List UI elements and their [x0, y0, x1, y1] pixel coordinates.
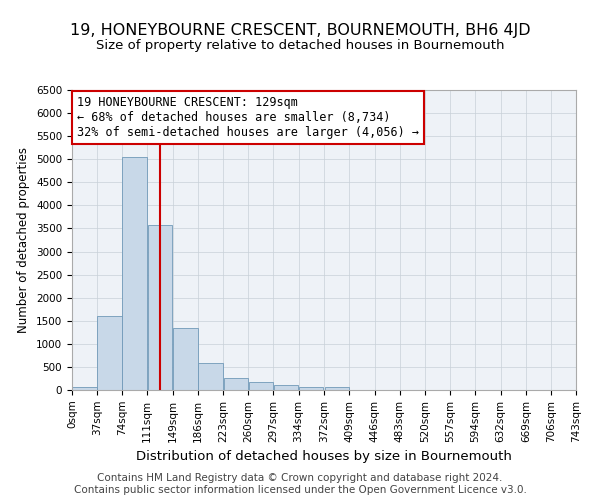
Bar: [173, 328, 198, 390]
Bar: [224, 378, 248, 390]
Text: 19, HONEYBOURNE CRESCENT, BOURNEMOUTH, BH6 4JD: 19, HONEYBOURNE CRESCENT, BOURNEMOUTH, B…: [70, 22, 530, 38]
Bar: [72, 387, 97, 390]
Text: Contains HM Land Registry data © Crown copyright and database right 2024.
Contai: Contains HM Land Registry data © Crown c…: [74, 474, 526, 495]
Bar: [148, 225, 172, 390]
Bar: [97, 316, 122, 390]
Bar: [248, 382, 273, 390]
X-axis label: Distribution of detached houses by size in Bournemouth: Distribution of detached houses by size …: [136, 450, 512, 463]
Text: 19 HONEYBOURNE CRESCENT: 129sqm
← 68% of detached houses are smaller (8,734)
32%: 19 HONEYBOURNE CRESCENT: 129sqm ← 68% of…: [77, 96, 419, 139]
Bar: [299, 388, 323, 390]
Text: Size of property relative to detached houses in Bournemouth: Size of property relative to detached ho…: [96, 39, 504, 52]
Bar: [122, 157, 147, 390]
Bar: [325, 387, 349, 390]
Bar: [199, 363, 223, 390]
Y-axis label: Number of detached properties: Number of detached properties: [17, 147, 31, 333]
Bar: [274, 386, 298, 390]
